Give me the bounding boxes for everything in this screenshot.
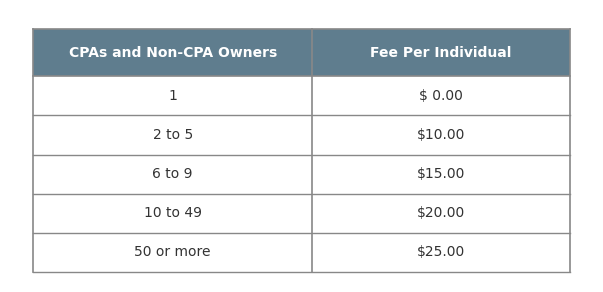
Text: 10 to 49: 10 to 49 [144, 206, 201, 220]
Text: 50 or more: 50 or more [134, 245, 211, 259]
Bar [33, 194, 312, 232]
Text: 6 to 9: 6 to 9 [153, 167, 193, 181]
Bar [312, 29, 570, 77]
Text: $15.00: $15.00 [417, 167, 466, 181]
Text: 2 to 5: 2 to 5 [153, 128, 193, 142]
Bar [312, 77, 570, 115]
Bar [33, 77, 312, 115]
Bar [312, 115, 570, 154]
Bar [312, 154, 570, 194]
Text: $20.00: $20.00 [417, 206, 465, 220]
Text: CPAs and Non-CPA Owners: CPAs and Non-CPA Owners [69, 46, 277, 60]
Bar [33, 232, 312, 272]
Text: $25.00: $25.00 [417, 245, 465, 259]
Text: Fee Per Individual: Fee Per Individual [370, 46, 512, 60]
Text: $ 0.00: $ 0.00 [419, 89, 463, 103]
Bar [312, 232, 570, 272]
Bar [33, 115, 312, 154]
Bar [33, 29, 312, 77]
Bar [33, 154, 312, 194]
Text: $10.00: $10.00 [417, 128, 466, 142]
Bar [312, 194, 570, 232]
Text: 1: 1 [168, 89, 177, 103]
